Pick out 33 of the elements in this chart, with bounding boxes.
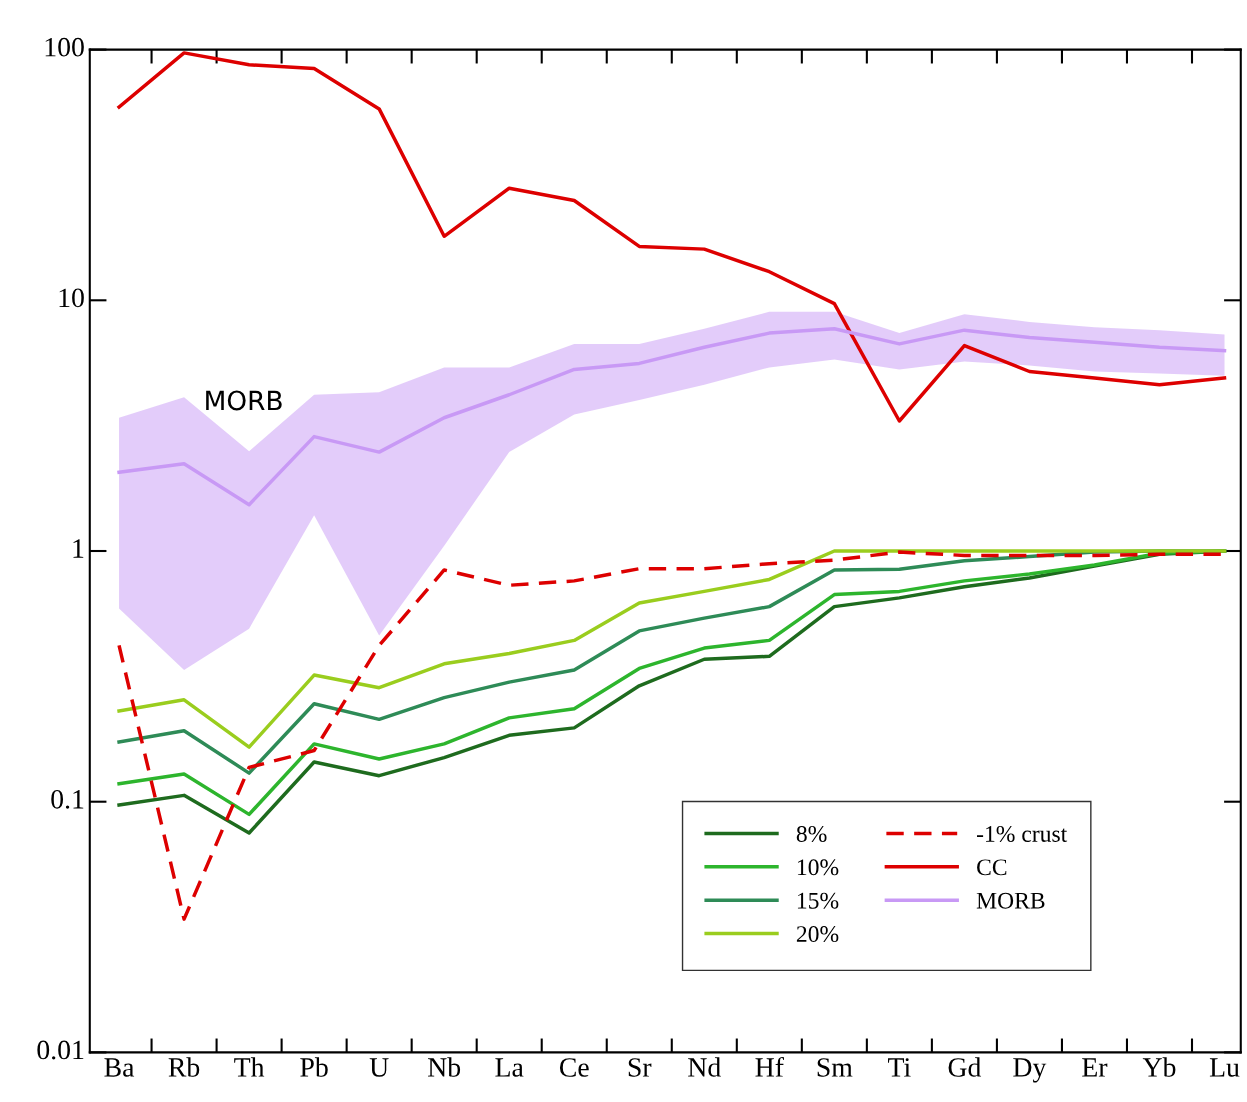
x-tick-label: Gd — [948, 1057, 982, 1077]
y-tick-label: 100 — [45, 37, 84, 57]
legend-label: 8% — [796, 825, 827, 842]
legend-label: -1% crust — [976, 825, 1068, 842]
y-tick-label: 0.01 — [37, 1040, 84, 1060]
x-tick-label: Ba — [104, 1058, 135, 1077]
annotation: MORB — [206, 390, 282, 411]
x-tick-label: Hf — [755, 1056, 784, 1077]
x-tick-label: Dy — [1013, 1058, 1047, 1083]
legend-label: 20% — [796, 926, 839, 943]
x-tick-label: Pb — [300, 1057, 328, 1077]
line-series — [117, 327, 1227, 507]
legend-label: 15% — [797, 892, 839, 909]
x-tick-label: Yb — [1142, 1057, 1176, 1077]
legend-label: CC — [977, 859, 1007, 876]
y-tick-label: 1 — [73, 539, 84, 558]
x-tick-label: Sm — [817, 1058, 853, 1077]
y-tick-label: 10 — [59, 288, 84, 308]
x-tick-label: Sr — [628, 1058, 652, 1077]
x-tick-label: Ce — [559, 1058, 589, 1077]
x-tick-label: Rb — [168, 1057, 200, 1077]
x-tick-label: Nd — [688, 1057, 721, 1077]
x-tick-label: Nb — [428, 1057, 461, 1077]
x-tick-label: U — [369, 1058, 389, 1077]
x-tick-label: Er — [1082, 1058, 1108, 1077]
legend-label: 10% — [797, 859, 839, 876]
x-tick-label: Ti — [888, 1058, 911, 1077]
x-tick-label: Th — [234, 1057, 265, 1077]
line-series — [117, 51, 1227, 423]
x-tick-label: La — [495, 1058, 524, 1077]
legend-label: MORB — [976, 892, 1045, 909]
y-tick-label: 0.1 — [51, 789, 84, 809]
x-tick-label: Lu — [1209, 1058, 1240, 1077]
